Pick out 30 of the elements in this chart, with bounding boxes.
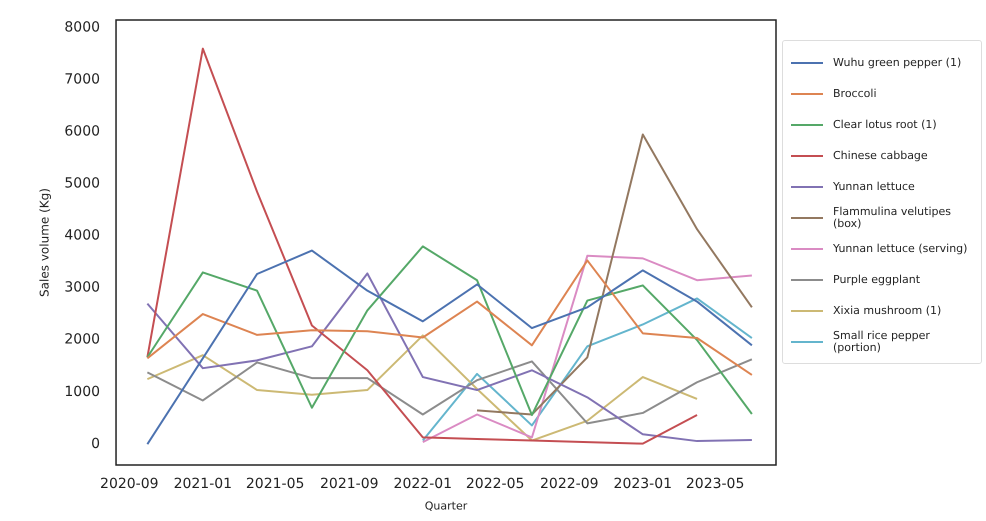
- legend-label: Clear lotus root (1): [833, 118, 937, 131]
- y-tick-label: 5000: [64, 176, 100, 192]
- y-tick-label: 7000: [64, 71, 100, 88]
- y-tick-label: 2000: [64, 332, 100, 348]
- x-tick-label: 2023-01: [614, 476, 672, 492]
- y-tick-label: 4000: [64, 228, 100, 244]
- legend-label: Xixia mushroom (1): [833, 304, 942, 317]
- legend-label: Purple eggplant: [833, 272, 920, 286]
- x-tick-label: 2022-01: [394, 476, 452, 492]
- legend-label: Broccoli: [833, 86, 876, 100]
- y-tick-label: 0: [91, 436, 100, 452]
- legend-label: Yunnan lettuce: [833, 180, 915, 193]
- legend-label: Wuhu green pepper (1): [833, 56, 962, 69]
- x-axis-title: Quarter: [424, 499, 468, 512]
- x-tick-label: 2021-01: [174, 476, 232, 492]
- y-axis-title: Sales volume (Kg): [37, 188, 52, 297]
- x-tick-label: 2020-09: [100, 476, 159, 492]
- y-tick-label: 1000: [64, 384, 100, 400]
- x-tick-label: 2023-05: [686, 476, 744, 492]
- y-tick-label: 6000: [64, 124, 100, 140]
- legend-label: Flammulina velutipes (box): [833, 204, 952, 230]
- x-tick-label: 2022-09: [540, 476, 599, 492]
- x-tick-label: 2021-09: [320, 476, 379, 492]
- y-tick-label: 8000: [64, 19, 100, 36]
- x-tick-label: 2021-05: [246, 476, 304, 492]
- y-tick-label: 3000: [64, 280, 100, 296]
- legend-label: Chinese cabbage: [833, 148, 928, 162]
- x-tick-label: 2022-05: [466, 476, 524, 492]
- legend-label: Yunnan lettuce (serving): [833, 242, 968, 255]
- legend-label: Small rice pepper (portion): [833, 328, 931, 354]
